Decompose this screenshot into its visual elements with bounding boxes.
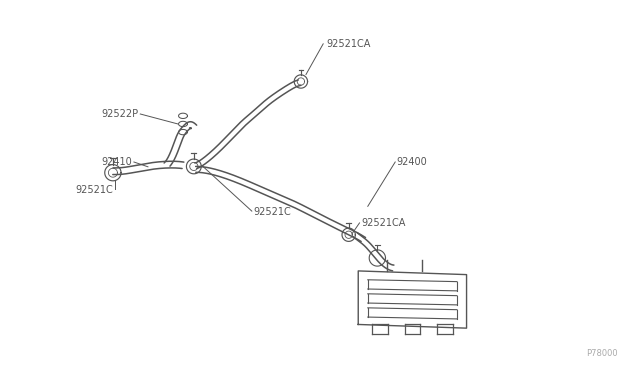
Text: 92410: 92410 [101,157,132,167]
Text: 92521CA: 92521CA [362,218,406,228]
Text: P78000: P78000 [587,349,618,358]
Text: 92400: 92400 [396,157,428,167]
Text: 92522P: 92522P [101,109,138,119]
Text: 92521C: 92521C [75,185,113,195]
Text: 92521C: 92521C [253,207,291,217]
Text: 92521CA: 92521CA [326,39,371,49]
